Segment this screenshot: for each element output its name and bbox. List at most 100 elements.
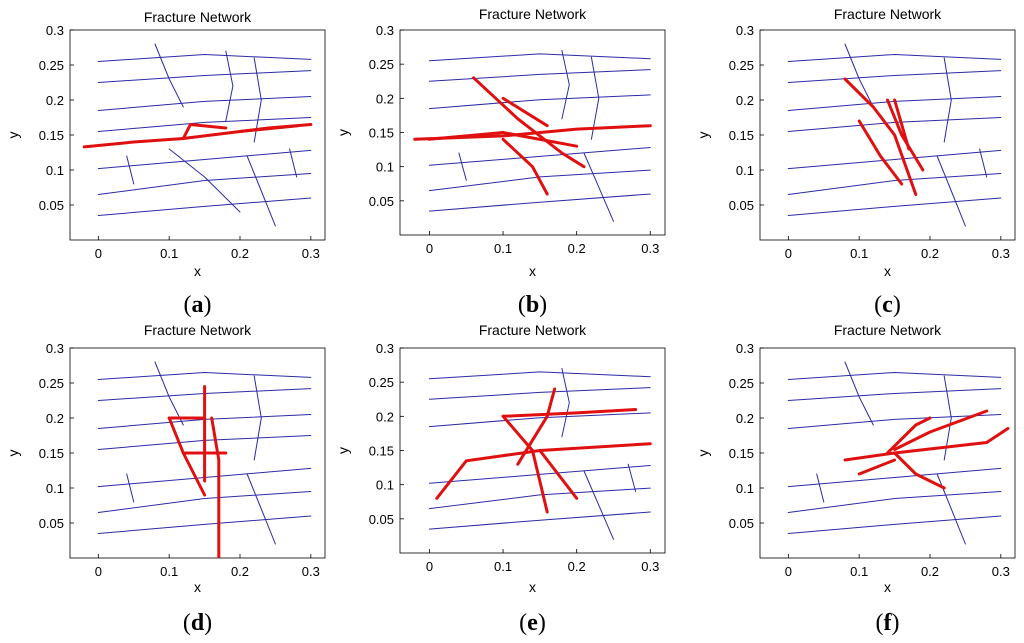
fracture-network-segment [289,148,298,178]
x-tick-label: 0.3 [992,564,1010,579]
y-tick-label: 0.05 [39,198,64,213]
fracture-network-segment [97,117,312,132]
fracture-network-segment [126,473,135,503]
y-tick-label: 0.2 [736,411,754,426]
y-axis-label: y [695,132,711,139]
x-tick-label: 0 [785,564,792,579]
fracture-network-segment [583,470,614,540]
flow-path-segment [181,123,228,140]
flow-path-segment [501,96,549,128]
y-tick-label: 0.25 [729,376,754,391]
y-tick-label: 0.05 [369,512,394,527]
y-tick-label: 0.2 [376,91,394,106]
panel-caption: (a) [184,292,212,318]
fracture-network-segment [844,361,874,426]
x-tick-label: 0.2 [568,559,586,574]
y-tick-label: 0.2 [46,411,64,426]
fracture-network-segment [253,375,262,461]
flow-path-segment [472,76,586,169]
fracture-network-segment [787,515,1002,534]
y-tick-label: 0.3 [46,23,64,38]
y-tick-label: 0.3 [376,23,394,38]
fracture-network-segment [97,197,312,216]
y-tick-label: 0.15 [39,128,64,143]
flow-path-segment [238,123,313,133]
fracture-network-segment [97,149,312,170]
flow-path-segment [893,451,946,490]
fracture-network-segment [583,152,614,222]
plot-area [787,43,1002,227]
fracture-network-segment [787,414,1002,429]
flow-path-segment [210,416,221,558]
flow-path-segment [516,387,557,466]
y-tick-label: 0.3 [46,341,64,356]
y-tick-label: 0.2 [376,409,394,424]
x-tick-label: 0.3 [641,559,659,574]
flow-path-segment [501,414,549,514]
panel-a: Fracture Network 0 0.1 0.2 0.3 0.05 0.1 0.15 0.2… [5,9,326,318]
fracture-network-segment [225,50,234,122]
flow-path-segment [886,98,925,172]
fracture-network-segment [428,53,651,62]
fracture-network-segment [428,147,651,166]
y-tick-label: 0.25 [369,57,394,72]
fracture-network-segment [458,152,467,181]
y-tick-label: 0.15 [369,444,394,459]
plot-frame [69,29,326,241]
panel-e: Fracture Network 0 0.1 0.2 0.3 0.05 0.1 0.15 0.2… [335,322,666,636]
fracture-network-segment [428,511,651,530]
y-tick-label: 0.1 [46,481,64,496]
fracture-network-segment [428,371,651,380]
x-tick-label: 0.2 [231,246,249,261]
y-axis-label: y [5,450,21,457]
chart-title: Fracture Network [834,6,942,22]
x-tick-label: 0.3 [302,564,320,579]
plot-area [787,361,1010,545]
chart-title: Fracture Network [479,322,587,338]
flow-path-segment [893,98,911,151]
fracture-network-segment [428,169,651,192]
x-tick-label: 0.1 [494,241,512,256]
x-axis-label: x [194,579,201,595]
fracture-network-segment [97,372,312,380]
fracture-network-segment [428,69,651,82]
y-tick-label: 0.1 [46,163,64,178]
fracture-network-segment [787,149,1002,170]
x-axis-label: x [884,263,891,279]
flow-path-segment [857,119,904,186]
panel-caption: (b) [518,292,547,318]
chart-title: Fracture Network [144,322,252,338]
flow-path-segment [893,409,989,451]
x-axis-label: x [194,263,201,279]
flow-path-segment [538,449,579,500]
y-tick-label: 0.25 [39,376,64,391]
x-tick-label: 0.1 [160,246,178,261]
panel-b: Fracture Network 0 0.1 0.2 0.3 0.05 0.1 0.15 0.2… [335,6,666,318]
flow-path-segment [843,427,1010,462]
panel-caption: (d) [183,610,212,636]
fracture-network-segment [97,173,312,195]
y-axis-label: y [695,450,711,457]
y-tick-label: 0.1 [736,481,754,496]
fracture-network-segment [154,361,184,426]
flow-path-segment [167,416,207,497]
x-axis-label: x [884,579,891,595]
x-tick-label: 0 [426,241,433,256]
y-tick-label: 0.25 [729,58,754,73]
fracture-network-segment [428,387,651,400]
x-tick-label: 0.2 [921,246,939,261]
fracture-network-segment [844,43,874,108]
fracture-network-segment [787,388,1002,401]
plot-frame [759,29,1016,241]
fracture-network-segment [126,155,135,185]
y-tick-label: 0.15 [39,446,64,461]
x-tick-label: 0 [95,564,102,579]
fracture-network-segment [97,70,312,83]
fracture-network-segment [168,148,241,213]
y-tick-label: 0.15 [369,126,394,141]
y-tick-label: 0.15 [729,446,754,461]
x-axis-label: x [529,263,536,279]
panel-c: Fracture Network 0 0.1 0.2 0.3 0.05 0.1 0.15 0.2… [695,6,1016,318]
y-tick-label: 0.1 [736,163,754,178]
flow-path-segment [501,137,549,196]
